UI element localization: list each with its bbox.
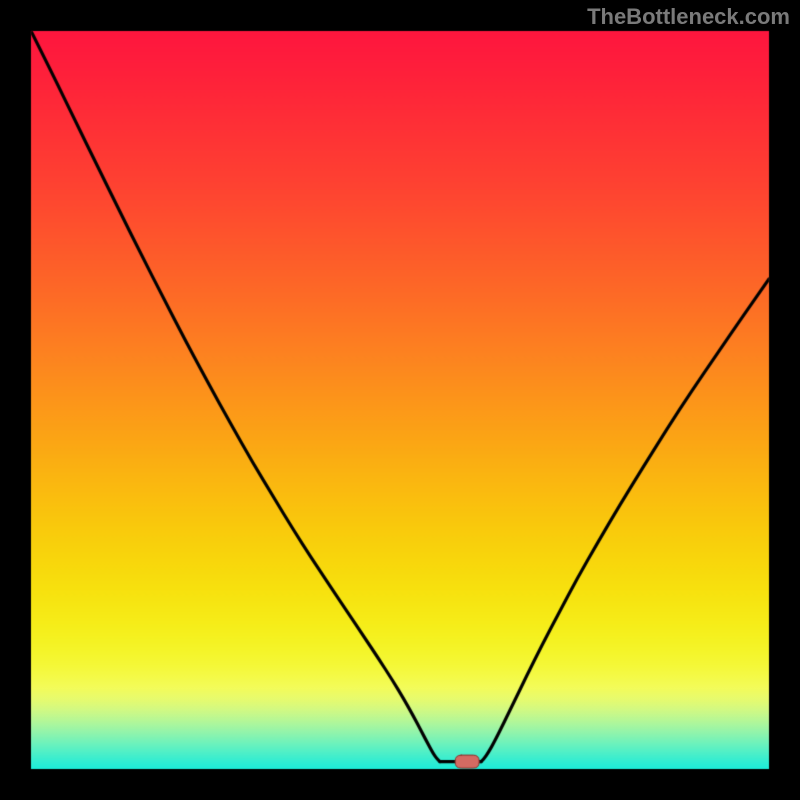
watermark-text: TheBottleneck.com xyxy=(587,4,790,30)
bottleneck-curve xyxy=(0,0,800,800)
chart-container: TheBottleneck.com xyxy=(0,0,800,800)
